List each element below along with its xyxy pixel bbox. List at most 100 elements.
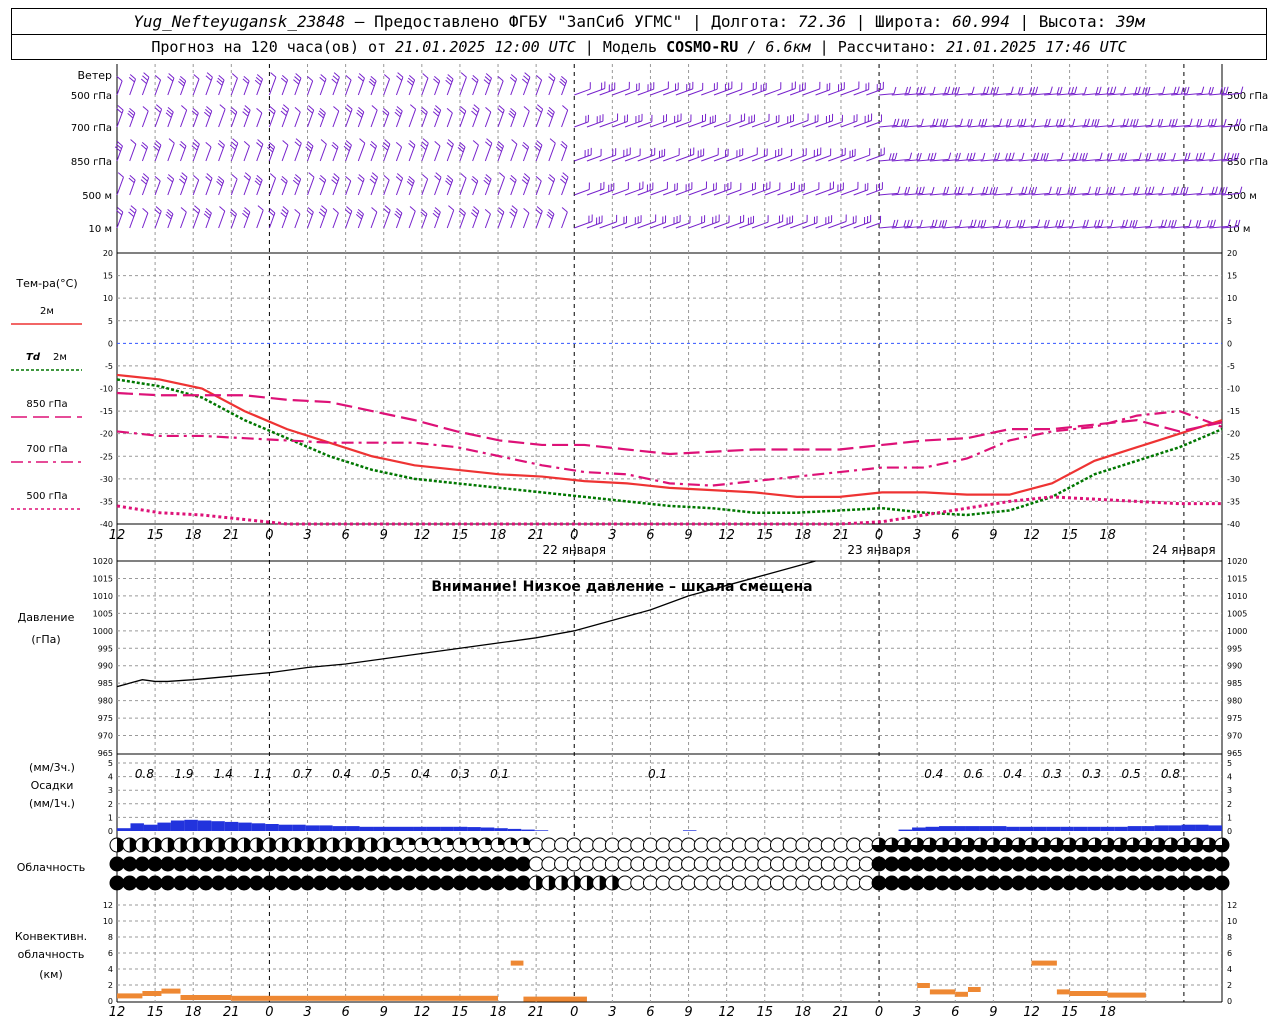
wind-barb-flag	[1079, 153, 1083, 161]
cloud-symbol	[719, 837, 735, 853]
wind-barb-shaft	[828, 221, 847, 229]
wind-barb-shaft	[713, 222, 730, 229]
wind-barb-flag	[1135, 118, 1139, 126]
cloud-symbol-fill	[1215, 838, 1229, 852]
wind-barb-flag	[458, 210, 465, 217]
wind-barb-flag	[1171, 118, 1175, 126]
cloud-symbol-fill	[1176, 876, 1191, 890]
press-tick-right: 1020	[1227, 557, 1247, 566]
wind-barb-shaft	[459, 76, 467, 96]
temp-tick-right: -15	[1227, 407, 1240, 416]
wind-barb-flag	[218, 175, 225, 182]
precip-bar	[1114, 826, 1128, 831]
precip-tick-left: 5	[108, 759, 113, 768]
wind-barb-flag	[1017, 119, 1020, 127]
wind-barb-flag	[967, 119, 970, 127]
precip-bar	[211, 821, 225, 831]
cloud-symbol	[782, 856, 798, 872]
wind-barb-shaft	[154, 79, 162, 96]
temp-tick-right: -35	[1227, 497, 1240, 506]
wind-barb-shaft	[612, 88, 630, 96]
wind-barb-flag	[243, 141, 250, 147]
cloud-symbol-fill	[389, 876, 404, 890]
wind-barb-flag	[395, 108, 402, 115]
wind-barb-shaft	[294, 142, 302, 162]
wind-barb-shaft	[535, 180, 542, 196]
time-tick-label: 21	[833, 528, 850, 543]
precip-bar	[521, 829, 535, 831]
time-tick-label: 9	[684, 528, 692, 543]
temp-tick-left: -40	[100, 520, 113, 529]
wind-barb-flag	[1055, 119, 1059, 127]
wind-barb-flag	[1121, 219, 1125, 227]
wind-barb-flag	[1100, 219, 1104, 227]
wind-barb-flag	[1047, 118, 1051, 126]
temp-tick-left: 0	[108, 339, 113, 348]
wind-barb-flag	[560, 143, 567, 150]
wind-barb-flag	[254, 79, 261, 86]
wind-barb-shaft	[1221, 92, 1241, 96]
cloud-symbol	[693, 875, 709, 891]
precip-3h-total: 0.6	[964, 767, 983, 781]
wind-barb-shaft	[345, 180, 352, 196]
wind-barb-flag	[219, 206, 226, 212]
wind-barb-flag	[1023, 118, 1027, 126]
wind-barb-flag	[560, 78, 567, 84]
wind-barb-flag	[485, 107, 492, 113]
cloud-symbol-fill	[205, 838, 213, 853]
wind-barb-flag	[1020, 118, 1024, 126]
wind-barb-flag	[180, 75, 186, 82]
wind-barb-flag	[891, 152, 895, 160]
wind-barb-flag	[255, 76, 262, 83]
cloud-symbol-fill	[1087, 838, 1102, 853]
wind-barb-flag	[280, 212, 287, 218]
press-tick-right: 980	[1227, 697, 1242, 706]
wind-barb-flag	[1096, 118, 1100, 126]
wind-barb-flag	[192, 107, 199, 114]
wind-barb-flag	[1083, 118, 1087, 126]
temp-series-line	[116, 409, 1223, 487]
precip-bar	[413, 826, 427, 831]
wind-barb-flag	[1212, 152, 1215, 160]
wind-barb-flag	[535, 107, 542, 113]
cloud-symbol-fill	[173, 876, 188, 890]
wind-barb-shaft	[307, 80, 314, 96]
wind-barb-flag	[1059, 86, 1063, 94]
cloud-symbol-fill	[884, 838, 899, 853]
wind-barb-flag	[1210, 118, 1214, 126]
precip-bar	[494, 828, 508, 831]
wind-barb-flag	[143, 72, 150, 78]
wind-barb-flag	[1147, 86, 1151, 94]
wind-barb-flag	[128, 110, 135, 116]
temp-tick-left: 10	[103, 294, 113, 303]
time-tick-label-bottom: 15	[756, 1005, 773, 1020]
wind-barb-flag	[128, 76, 135, 83]
press-tick-left: 1010	[93, 592, 113, 601]
cloud-symbol	[846, 875, 862, 891]
wind-barb-flag	[1122, 186, 1126, 194]
wind-barb-flag	[944, 86, 947, 94]
wind-barb-shaft	[294, 213, 301, 229]
wind-barb-flag	[1022, 219, 1026, 227]
wind-barb-flag	[1082, 152, 1086, 160]
wind-barb-flag	[116, 108, 123, 114]
time-tick-label: 15	[756, 528, 773, 543]
cloud-symbol-fill	[872, 838, 887, 853]
wind-barb-shaft	[815, 155, 831, 162]
wind-barb-flag	[1087, 118, 1090, 126]
legend-label: 700 гПа	[26, 444, 67, 455]
cloud-symbol-fill	[1202, 838, 1217, 853]
wind-barb-flag	[231, 107, 238, 113]
wind-barb-flag	[321, 205, 328, 211]
wind-barb-flag	[1071, 86, 1074, 94]
wind-barb-flag	[306, 143, 313, 150]
cloud-symbol-fill	[402, 857, 417, 871]
wind-barb-flag	[345, 107, 352, 113]
wind-barb-flag	[257, 139, 264, 145]
cloud-symbol	[655, 875, 671, 891]
legend-td-prefix: Td	[26, 352, 41, 363]
wind-barb-flag	[497, 75, 504, 82]
wind-barb-flag	[1132, 118, 1136, 126]
press-tick-right: 1010	[1227, 592, 1247, 601]
wind-barb-flag	[357, 208, 364, 215]
